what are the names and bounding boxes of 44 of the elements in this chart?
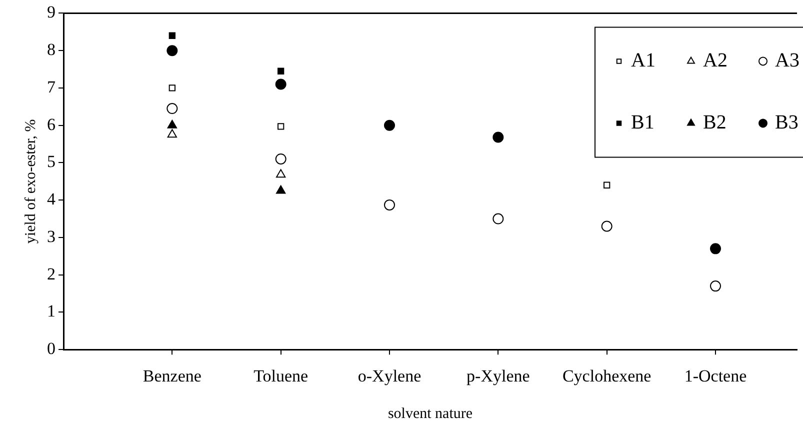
point bbox=[276, 169, 286, 178]
y-tick-label: 4 bbox=[47, 190, 56, 209]
legend-label: B2 bbox=[703, 111, 726, 134]
legend-label: A3 bbox=[775, 49, 800, 72]
x-tick-label: Toluene bbox=[254, 366, 308, 386]
point bbox=[276, 185, 286, 194]
y-tick-label: 9 bbox=[47, 2, 56, 22]
legend-label: B1 bbox=[631, 111, 654, 134]
point bbox=[384, 120, 395, 131]
point bbox=[166, 45, 178, 56]
y-tick-label: 3 bbox=[47, 226, 56, 246]
x-tick-label: 1-Octene bbox=[684, 366, 747, 386]
point bbox=[275, 153, 286, 164]
point bbox=[275, 78, 286, 90]
x-tick-label: o-Xylene bbox=[358, 366, 422, 386]
point bbox=[710, 243, 721, 254]
legend-label: A2 bbox=[703, 49, 728, 72]
point bbox=[168, 32, 176, 39]
x-axis-title: solvent nature bbox=[388, 406, 473, 422]
legend-label: A1 bbox=[631, 49, 656, 72]
point bbox=[168, 84, 176, 92]
point bbox=[492, 132, 504, 143]
y-tick-label: 7 bbox=[47, 77, 56, 96]
y-tick-label: 5 bbox=[47, 152, 56, 172]
legend-label: B3 bbox=[775, 111, 798, 134]
point bbox=[710, 280, 721, 292]
y-tick-label: 6 bbox=[47, 114, 56, 134]
y-tick-label: 8 bbox=[47, 40, 56, 60]
point bbox=[278, 123, 284, 130]
point bbox=[167, 120, 177, 128]
point bbox=[167, 129, 177, 138]
point bbox=[384, 199, 395, 210]
y-tick-label: 1 bbox=[47, 302, 56, 321]
y-axis-title: yield of exo-ester, % bbox=[22, 119, 39, 244]
y-tick-label: 2 bbox=[47, 264, 56, 284]
y-tick-label: 0 bbox=[47, 339, 56, 358]
point bbox=[604, 182, 610, 188]
point bbox=[601, 220, 612, 232]
point bbox=[278, 68, 284, 74]
x-tick-label: Cyclohexene bbox=[562, 366, 652, 386]
point bbox=[166, 103, 178, 114]
point bbox=[492, 213, 504, 224]
x-tick-label: p-Xylene bbox=[466, 366, 530, 386]
x-tick-label: Benzene bbox=[142, 366, 202, 386]
